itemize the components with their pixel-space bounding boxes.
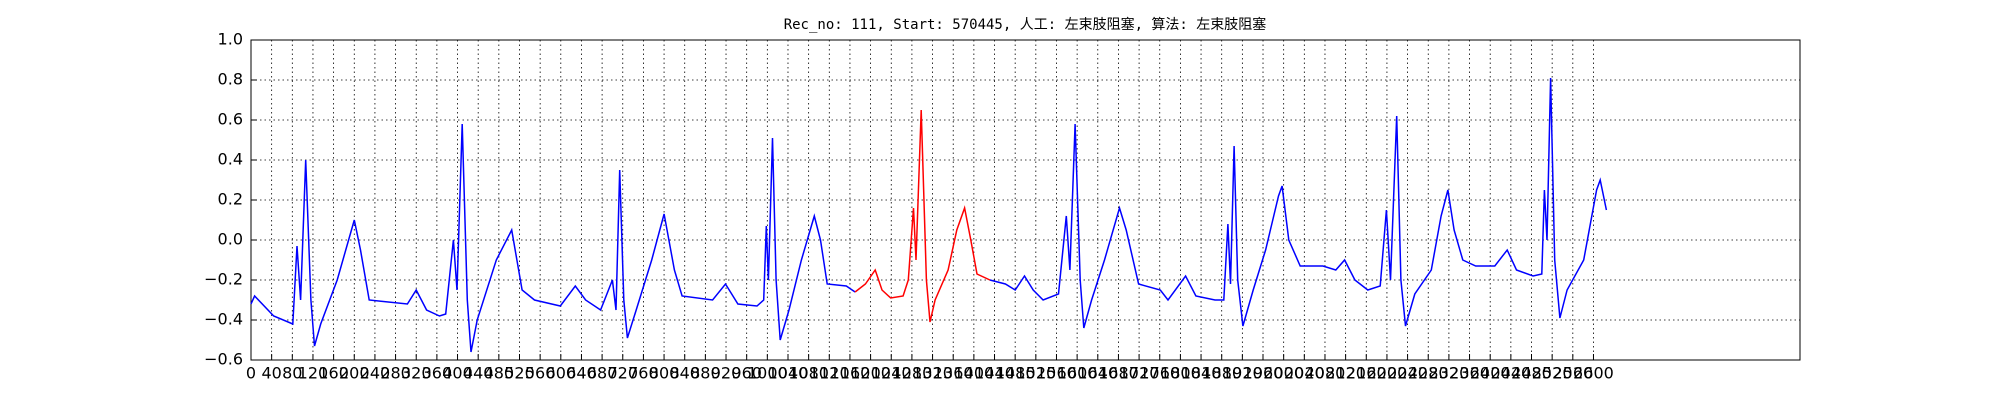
x-tick-label: 160	[318, 364, 349, 383]
ecg-line	[250, 77, 1608, 353]
x-tick-label: 120	[298, 364, 329, 383]
x-tick-label: 2040	[1284, 364, 1325, 383]
x-tick-label: 2480	[1511, 364, 1552, 383]
x-tick-label: 920	[711, 364, 742, 383]
x-tick-label: 440	[463, 364, 494, 383]
x-tick-label: 2440	[1490, 364, 1531, 383]
x-tick-label: 40	[261, 364, 281, 383]
x-tick-label: 1560	[1036, 364, 1077, 383]
x-tick-label: 480	[484, 364, 515, 383]
x-tick-label: 1760	[1139, 364, 1180, 383]
x-tick-label: 840	[669, 364, 700, 383]
x-tick-label: 2360	[1449, 364, 1490, 383]
y-tick-label: −0.6	[204, 350, 243, 369]
y-tick-label: 0.8	[218, 70, 243, 89]
x-tick-label: 2200	[1367, 364, 1408, 383]
x-tick-label: 200	[339, 364, 370, 383]
x-tick-label: 760	[628, 364, 659, 383]
x-tick-label: 2240	[1387, 364, 1428, 383]
x-tick-label: 960	[731, 364, 762, 383]
x-tick-label: 1600	[1057, 364, 1098, 383]
x-tick-label: 1120	[809, 364, 850, 383]
chart-title: Rec_no: 111, Start: 570445, 人工: 左束肢阻塞, 算…	[784, 16, 1267, 33]
x-tick-label: 1040	[768, 364, 809, 383]
x-tick-label: 2400	[1470, 364, 1511, 383]
x-tick-label: 2120	[1325, 364, 1366, 383]
x-tick-label: 2160	[1346, 364, 1387, 383]
ecg-line	[854, 109, 991, 323]
x-tick-label: 1080	[788, 364, 829, 383]
y-tick-label: 1.0	[218, 30, 243, 49]
x-tick-label: 2560	[1552, 364, 1593, 383]
x-tick-label: 1800	[1160, 364, 1201, 383]
x-tick-label: 600	[546, 364, 577, 383]
x-tick-label: 1960	[1243, 364, 1284, 383]
x-tick-label: 2320	[1429, 364, 1470, 383]
x-tick-label: 560	[525, 364, 556, 383]
x-tick-label: 2280	[1408, 364, 1449, 383]
x-tick-label: 1880	[1201, 364, 1242, 383]
x-tick-label: 800	[649, 364, 680, 383]
x-tick-label: 1360	[933, 364, 974, 383]
y-tick-label: 0.4	[218, 150, 243, 169]
x-tick-label: 2000	[1263, 364, 1304, 383]
x-tick-label: 680	[587, 364, 618, 383]
x-tick-label: 2520	[1532, 364, 1573, 383]
x-tick-label: 0	[246, 364, 256, 383]
x-tick-label: 360	[422, 364, 453, 383]
x-tick-label: 1720	[1119, 364, 1160, 383]
x-tick-label: 1840	[1181, 364, 1222, 383]
x-tick-label: 1480	[995, 364, 1036, 383]
x-tick-label: 720	[607, 364, 638, 383]
x-tick-label: 1640	[1077, 364, 1118, 383]
x-tick-label: 1280	[892, 364, 933, 383]
plot-frame	[250, 39, 1801, 361]
x-tick-label: 280	[380, 364, 411, 383]
x-tick-label: 240	[360, 364, 391, 383]
x-tick-label: 1920	[1222, 364, 1263, 383]
x-tick-label: 1320	[912, 364, 953, 383]
x-tick-label: 80	[282, 364, 302, 383]
x-tick-label: 2600	[1573, 364, 1614, 383]
x-tick-label: 1000	[747, 364, 788, 383]
x-tick-label: 1400	[954, 364, 995, 383]
y-tick-label: 0.0	[218, 230, 243, 249]
x-tick-label: 1160	[830, 364, 871, 383]
x-tick-label: 2080	[1305, 364, 1346, 383]
x-tick-label: 1440	[974, 364, 1015, 383]
x-tick-label: 880	[690, 364, 721, 383]
y-tick-label: −0.2	[204, 270, 243, 289]
x-tick-label: 640	[566, 364, 597, 383]
y-tick-label: 0.6	[218, 110, 243, 129]
x-tick-label: 1240	[871, 364, 912, 383]
y-tick-label: 0.2	[218, 190, 243, 209]
x-tick-label: 520	[504, 364, 535, 383]
x-tick-label: 1680	[1098, 364, 1139, 383]
x-tick-label: 1520	[1015, 364, 1056, 383]
x-tick-label: 320	[401, 364, 432, 383]
x-tick-label: 400	[442, 364, 473, 383]
x-tick-label: 1200	[850, 364, 891, 383]
y-tick-label: −0.4	[204, 310, 243, 329]
